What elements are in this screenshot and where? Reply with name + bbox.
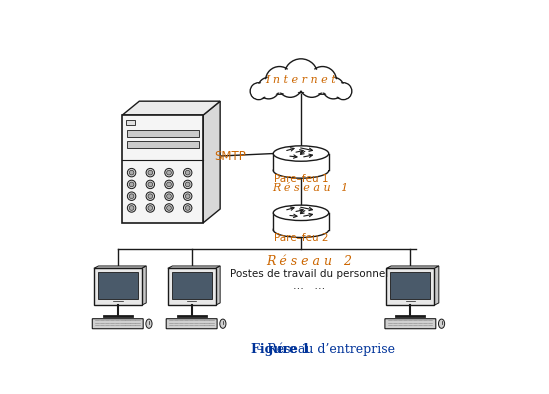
- Circle shape: [146, 168, 154, 177]
- Circle shape: [279, 74, 301, 96]
- FancyBboxPatch shape: [127, 141, 199, 148]
- FancyBboxPatch shape: [273, 213, 329, 230]
- Ellipse shape: [273, 163, 329, 178]
- Polygon shape: [216, 266, 220, 305]
- Polygon shape: [142, 266, 146, 305]
- Circle shape: [286, 61, 316, 91]
- Polygon shape: [203, 101, 220, 223]
- Circle shape: [186, 170, 190, 175]
- Ellipse shape: [273, 205, 329, 221]
- Circle shape: [324, 79, 343, 98]
- Circle shape: [186, 206, 190, 210]
- Ellipse shape: [273, 222, 329, 238]
- Circle shape: [323, 77, 344, 99]
- Circle shape: [267, 68, 292, 93]
- Circle shape: [167, 206, 171, 210]
- FancyBboxPatch shape: [166, 319, 217, 329]
- Circle shape: [259, 79, 278, 98]
- Circle shape: [258, 77, 279, 99]
- Circle shape: [309, 67, 337, 94]
- FancyBboxPatch shape: [127, 130, 199, 138]
- Circle shape: [266, 67, 293, 94]
- FancyBboxPatch shape: [390, 272, 430, 299]
- Circle shape: [165, 204, 173, 212]
- Circle shape: [284, 59, 318, 93]
- Circle shape: [250, 83, 267, 100]
- Polygon shape: [386, 266, 439, 268]
- Text: ...   ...: ... ...: [293, 281, 325, 291]
- Ellipse shape: [220, 319, 226, 328]
- Circle shape: [167, 182, 171, 187]
- Circle shape: [336, 84, 351, 98]
- Circle shape: [335, 83, 352, 100]
- Circle shape: [127, 168, 136, 177]
- Circle shape: [167, 194, 171, 199]
- Ellipse shape: [273, 146, 329, 161]
- Polygon shape: [122, 101, 220, 115]
- Text: Postes de travail du personnel: Postes de travail du personnel: [229, 269, 388, 279]
- Circle shape: [278, 72, 302, 97]
- Text: R é s e a u   1: R é s e a u 1: [272, 183, 349, 193]
- Circle shape: [127, 192, 136, 201]
- Circle shape: [310, 68, 335, 93]
- Circle shape: [129, 182, 134, 187]
- Polygon shape: [168, 266, 220, 268]
- Circle shape: [146, 204, 154, 212]
- Circle shape: [183, 204, 192, 212]
- Circle shape: [165, 168, 173, 177]
- FancyBboxPatch shape: [92, 319, 143, 329]
- Circle shape: [251, 84, 266, 98]
- Circle shape: [299, 72, 324, 97]
- Circle shape: [183, 180, 192, 189]
- Text: I n t e r n e t: I n t e r n e t: [266, 75, 337, 85]
- Text: R é s e a u   2: R é s e a u 2: [266, 255, 352, 268]
- FancyBboxPatch shape: [273, 154, 329, 171]
- FancyBboxPatch shape: [94, 268, 142, 305]
- Circle shape: [148, 182, 153, 187]
- Circle shape: [129, 206, 134, 210]
- FancyBboxPatch shape: [172, 272, 212, 299]
- Circle shape: [127, 204, 136, 212]
- Circle shape: [129, 170, 134, 175]
- FancyBboxPatch shape: [122, 115, 203, 223]
- Text: SMTP: SMTP: [214, 149, 246, 162]
- FancyBboxPatch shape: [168, 268, 216, 305]
- Circle shape: [165, 180, 173, 189]
- Circle shape: [129, 194, 134, 199]
- Ellipse shape: [439, 319, 445, 328]
- Circle shape: [146, 180, 154, 189]
- Ellipse shape: [146, 319, 152, 328]
- Circle shape: [301, 74, 323, 96]
- Circle shape: [186, 194, 190, 199]
- Circle shape: [167, 170, 171, 175]
- Circle shape: [165, 192, 173, 201]
- FancyBboxPatch shape: [385, 319, 436, 329]
- FancyBboxPatch shape: [98, 272, 138, 299]
- Circle shape: [183, 192, 192, 201]
- Circle shape: [146, 192, 154, 201]
- Circle shape: [148, 206, 153, 210]
- Text: Pare–feu 2: Pare–feu 2: [274, 233, 328, 243]
- Polygon shape: [434, 266, 439, 305]
- Circle shape: [127, 180, 136, 189]
- Text: Figure 1: Figure 1: [251, 343, 311, 356]
- Circle shape: [183, 168, 192, 177]
- Text: – Réseau d’entreprise: – Réseau d’entreprise: [253, 343, 395, 357]
- Circle shape: [148, 170, 153, 175]
- Circle shape: [148, 194, 153, 199]
- Text: Pare–feu 1: Pare–feu 1: [274, 174, 328, 184]
- FancyBboxPatch shape: [126, 120, 136, 125]
- FancyBboxPatch shape: [386, 268, 434, 305]
- Circle shape: [186, 182, 190, 187]
- Polygon shape: [94, 266, 146, 268]
